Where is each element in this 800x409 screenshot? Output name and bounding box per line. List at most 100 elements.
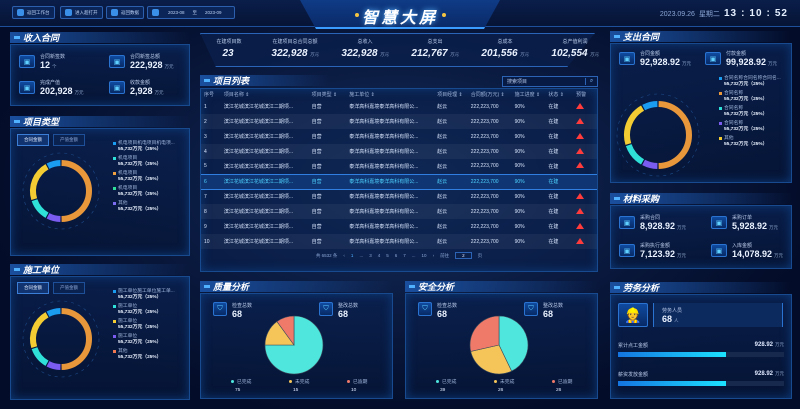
summary-stat-value: 102,554 bbox=[551, 48, 588, 59]
purchase-exec-icon: ▣ bbox=[619, 244, 635, 257]
table-cell: 222,223,700 bbox=[467, 204, 512, 219]
page-button[interactable]: ... bbox=[411, 253, 416, 258]
tab-output-amount[interactable]: 产值金额 bbox=[53, 134, 85, 146]
legend-value: 55,732万元（25%） bbox=[724, 111, 768, 117]
table-row[interactable]: 5 滨江花城滨江花城滨江二期项... 自营 泰洋高科嘉境泰洋高科有限公... 赵云 222… bbox=[201, 159, 597, 174]
column-header[interactable]: 项目名称 ⇕ bbox=[223, 91, 250, 98]
page-button[interactable]: 1 bbox=[350, 253, 354, 258]
table-row[interactable]: 1 滨江花城滨江花城滨江二期项... 自营 泰洋高科嘉境泰洋高科有限公... 赵云 222… bbox=[201, 99, 597, 114]
table-cell: 在建 bbox=[545, 144, 574, 159]
column-header[interactable]: 施工单位 ⇕ bbox=[349, 91, 375, 98]
shield-check-icon: ⛉ bbox=[213, 302, 227, 316]
labor-bars: 累计点工金额 928.92 万元 薪资发放金额 928.92 万元 bbox=[618, 342, 784, 400]
column-header[interactable]: 合同额(万元) ⇕ bbox=[470, 91, 505, 98]
legend-name: 合同名称 bbox=[724, 120, 744, 126]
donut-segment bbox=[30, 164, 49, 200]
legend-name: 合同名称合同名称合同名... bbox=[724, 76, 781, 81]
pie-legend-label: 未完成 bbox=[500, 380, 515, 385]
table-cell: 泰洋高科嘉境泰洋高科有限公... bbox=[349, 163, 419, 170]
table-row[interactable]: 9 滨江花城滨江花城滨江二期项... 自营 泰洋高科嘉境泰洋高科有限公... 赵云 222… bbox=[201, 219, 597, 234]
home-icon bbox=[17, 9, 24, 16]
pagination: 共 6532 条 ‹ 1... 3 4 5 6 7... 10 › 前往 2 页 bbox=[201, 252, 597, 259]
table-row[interactable]: 4 滨江花城滨江花城滨江二期项... 自营 泰洋高科嘉境泰洋高科有限公... 赵云 222… bbox=[201, 144, 597, 159]
stat-value: 222,928 bbox=[130, 60, 163, 70]
page-title: 智慧大屏 bbox=[361, 10, 438, 27]
donut-chart bbox=[22, 152, 100, 230]
column-header[interactable]: 施工进度 ⇕ bbox=[514, 91, 541, 98]
legend-item: 施工单位 55,732万元（25%） bbox=[113, 319, 175, 331]
legend-swatch bbox=[347, 380, 350, 383]
table-cell: 赵云 bbox=[437, 163, 448, 170]
summary-stat: 在建项目总合同总额 322,928 万元 bbox=[260, 38, 330, 59]
inspection-stat-label: 整改总数 bbox=[338, 303, 359, 309]
page-button[interactable]: ... bbox=[359, 253, 364, 258]
tab-contract-amount[interactable]: 合同金额 bbox=[17, 282, 49, 294]
column-header[interactable]: 项目类型 ⇕ bbox=[311, 91, 338, 98]
table-cell: 90% bbox=[511, 114, 546, 129]
prev-page-button[interactable]: ‹ bbox=[343, 253, 345, 258]
goto-page-input[interactable]: 2 bbox=[455, 252, 472, 259]
page-button[interactable]: 10 bbox=[421, 253, 427, 258]
page-button[interactable]: 5 bbox=[386, 253, 389, 258]
column-header[interactable]: 状态 ⇕ bbox=[548, 91, 564, 98]
search-icon[interactable]: ⌕ bbox=[585, 78, 597, 85]
warning-icon bbox=[576, 117, 585, 124]
warning-icon bbox=[576, 222, 585, 229]
column-header[interactable]: 项目经理 ⇕ bbox=[437, 91, 463, 98]
table-cell: 赵云 bbox=[434, 234, 468, 249]
legend-swatch bbox=[719, 77, 722, 81]
stat-unit: 万元 bbox=[677, 253, 687, 258]
table-cell: 自营 bbox=[308, 144, 347, 159]
warning-icon bbox=[576, 132, 585, 139]
page-button[interactable]: 6 bbox=[394, 253, 398, 258]
search-input[interactable]: 搜索项目 ⌕ bbox=[502, 76, 598, 87]
legend-item: 合同名称合同名称合同名... 55,732万元（25%） bbox=[719, 76, 781, 88]
table-cell: 自营 bbox=[308, 173, 347, 190]
tab-contract-amount[interactable]: 合同金额 bbox=[17, 134, 49, 146]
stat-unit: 万元 bbox=[682, 61, 692, 66]
table-row[interactable]: 2 滨江花城滨江花城滨江二期项... 自营 泰洋高科嘉境泰洋高科有限公... 赵云 222… bbox=[201, 114, 597, 129]
next-page-button[interactable]: › bbox=[432, 253, 435, 258]
legend-swatch bbox=[231, 380, 234, 383]
donut-segment bbox=[61, 160, 92, 222]
page-button[interactable]: 4 bbox=[377, 253, 381, 258]
table-cell: 泰洋高科嘉境泰洋高科有限公... bbox=[346, 173, 435, 190]
stat-unit: 个 bbox=[52, 64, 57, 69]
pie-slice bbox=[264, 315, 324, 375]
stat-item: ▣ 采购订单 5,928.92 万元 bbox=[711, 214, 778, 231]
legend-swatch bbox=[113, 290, 116, 294]
legend-item: 合同名称 55,732万元（25%） bbox=[719, 91, 781, 103]
table-row[interactable]: 7 滨江花城滨江花城滨江二期项... 自营 泰洋高科嘉境泰洋高科有限公... 赵云 222… bbox=[201, 189, 597, 204]
legend-item: 其他 55,732万元（25%） bbox=[113, 349, 175, 361]
title-dot-left bbox=[355, 13, 359, 17]
labor-bar-item: 累计点工金额 928.92 万元 bbox=[618, 342, 784, 357]
table-row[interactable]: 3 滨江花城滨江花城滨江二期项... 自营 泰洋高科嘉境泰洋高科有限公... 赵云 222… bbox=[201, 129, 597, 144]
legend: 合同名称合同名称合同名... 55,732万元（25%） 合同名称 55,732万元（… bbox=[719, 76, 781, 151]
table-row[interactable]: 6 滨江花城滨江花城滨江二期项... 自营 泰洋高科嘉境泰洋高科有限公... 赵云 222… bbox=[201, 173, 597, 190]
summary-stat: 在建项目数 23 bbox=[198, 38, 260, 59]
stat-label: 采购订单 bbox=[732, 215, 753, 221]
table-row[interactable]: 10 滨江花城滨江花城滨江二期项... 自营 泰洋高科嘉境泰洋高科有限公... 赵云 22… bbox=[201, 234, 597, 249]
legend-name: 施工单位 bbox=[118, 318, 138, 324]
table-cell: 222,223,700 bbox=[467, 114, 512, 129]
summary-stat: 总支出 212,767 万元 bbox=[400, 38, 470, 59]
page-button[interactable]: 3 bbox=[369, 253, 372, 258]
labor-people-unit: 人 bbox=[674, 318, 679, 323]
table-cell: 自营 bbox=[311, 194, 322, 201]
data-button[interactable]: 返回数据 bbox=[106, 6, 144, 19]
page-button[interactable]: 7 bbox=[403, 253, 406, 258]
pie-legend-label: 已完成 bbox=[237, 380, 252, 385]
stat-unit: 万元 bbox=[74, 90, 84, 95]
date-range-picker[interactable]: 2023-08 至 2023-09 bbox=[147, 6, 235, 19]
summary-stat-value: 212,767 bbox=[411, 48, 448, 59]
open-button[interactable]: 进入超打开 bbox=[60, 6, 103, 19]
table-row[interactable]: 8 滨江花城滨江花城滨江二期项... 自营 泰洋高科嘉境泰洋高科有限公... 赵云 222… bbox=[201, 204, 597, 219]
table-cell: 90% bbox=[514, 193, 525, 200]
table-cell: 泰洋高科嘉境泰洋高科有限公... bbox=[346, 114, 435, 129]
tab-output-amount[interactable]: 产值金额 bbox=[53, 282, 85, 294]
back-workbench-button[interactable]: 返回工作台 bbox=[12, 6, 55, 19]
table-cell: 10 bbox=[201, 234, 221, 249]
legend-swatch bbox=[719, 122, 722, 126]
table-cell: 泰洋高科嘉境泰洋高科有限公... bbox=[346, 204, 435, 219]
progress-fill bbox=[618, 352, 726, 357]
